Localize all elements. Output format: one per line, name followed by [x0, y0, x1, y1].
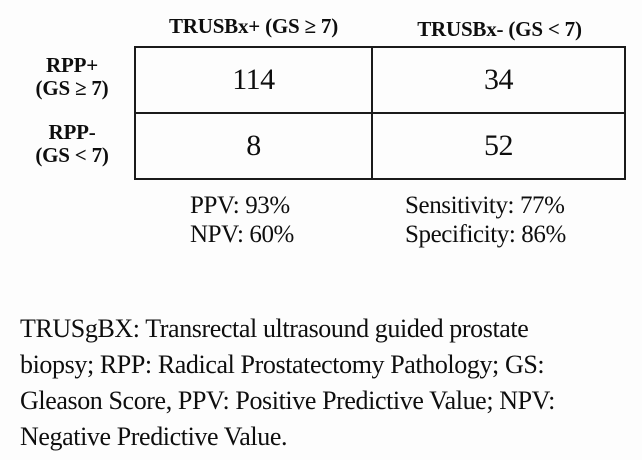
sensitivity-stat: Sensitivity: 77%: [405, 192, 565, 219]
row-header-line: (GS < 7): [35, 143, 109, 167]
predictive-values: PPV: 93% NPV: 60%: [190, 192, 294, 249]
specificity-stat: Specificity: 86%: [405, 220, 566, 248]
row-header-rpp-negative: RPP- (GS < 7): [13, 121, 131, 167]
sensitivity-specificity: Sensitivity: 77% Specificity: 86%: [405, 192, 566, 249]
npv-stat: NPV: 60%: [190, 220, 294, 248]
cell-false-positive: 8: [136, 114, 373, 178]
row-header-line: (GS ≥ 7): [35, 76, 109, 100]
cell-true-negative: 52: [484, 129, 514, 162]
row-header-line: RPP-: [48, 120, 96, 144]
footnote-line-1: TRUSgBX: Transrectal ultrasound guided p…: [20, 314, 529, 343]
contingency-table: 114 34 8 52: [134, 46, 626, 180]
row-header-rpp-positive: RPP+ (GS ≥ 7): [13, 54, 131, 100]
footnote-line-3: Gleason Score, PPV: Positive Predictive …: [20, 386, 555, 415]
row-header-line: RPP+: [46, 53, 98, 77]
footnote: TRUSgBX: Transrectal ultrasound guided p…: [20, 311, 555, 455]
column-header-trusbx-positive: TRUSBx+ (GS ≥ 7): [168, 14, 339, 38]
cell-true-positive: 114: [136, 48, 373, 114]
footnote-line-2: biopsy; RPP: Radical Prostatectomy Patho…: [20, 350, 545, 379]
cell-false-negative: 34: [373, 48, 624, 114]
column-header-trusbx-negative: TRUSBx- (GS < 7): [417, 17, 582, 41]
ppv-stat: PPV: 93%: [190, 192, 290, 219]
footnote-line-4: Negative Predictive Value.: [20, 422, 288, 451]
